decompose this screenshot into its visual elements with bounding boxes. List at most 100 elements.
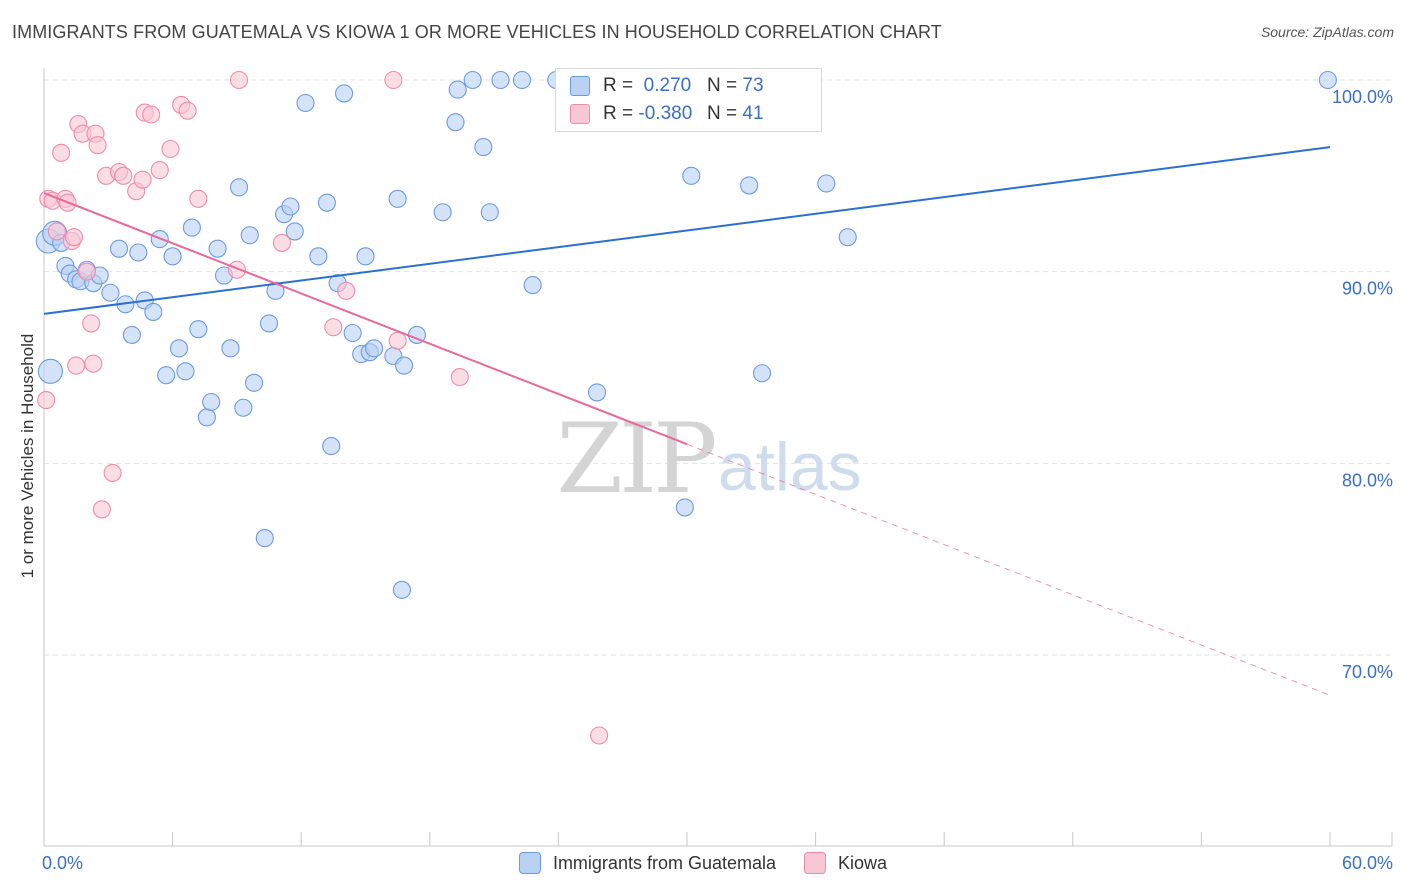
kiowa-point [84, 354, 103, 373]
guatemala-point [229, 178, 249, 197]
guatemala-point [244, 373, 264, 392]
guatemala-point [838, 228, 857, 247]
kiowa-point [114, 166, 133, 185]
x-tick-label: 0.0% [42, 853, 83, 873]
guatemala-point [433, 203, 452, 222]
guatemala-point [317, 193, 336, 212]
chart-title: IMMIGRANTS FROM GUATEMALA VS KIOWA 1 OR … [12, 22, 942, 42]
kiowa-point [161, 139, 180, 159]
guatemala-point [512, 70, 532, 90]
kiowa-point [103, 463, 122, 482]
watermark-atlas: atlas [718, 429, 862, 505]
guatemala-point [752, 364, 772, 383]
guatemala-point [587, 383, 607, 402]
r-value: -0.380 [638, 103, 693, 124]
guatemala-point [157, 366, 176, 385]
guatemala-point [182, 218, 201, 237]
guatemala-point [395, 356, 414, 375]
guatemala-point [322, 437, 341, 456]
guatemala-point [335, 84, 354, 103]
watermark: ZIP atlas [556, 403, 861, 515]
guatemala-point [144, 302, 163, 321]
guatemala-point [463, 70, 482, 90]
kiowa-point [77, 262, 96, 281]
kiowa-point [64, 228, 84, 247]
series-legend: Immigrants from Guatemala Kiowa [0, 852, 1406, 874]
y-tick-label: 80.0% [1342, 470, 1393, 490]
x-tick-label: 60.0% [1342, 853, 1393, 873]
kiowa-point [324, 318, 343, 337]
guatemala-point [296, 93, 315, 113]
guatemala-point [189, 320, 208, 339]
kiowa-point [388, 331, 407, 350]
kiowa-point [189, 189, 208, 208]
guatemala-point [129, 243, 148, 262]
guatemala-point [169, 339, 189, 358]
kiowa-point [178, 101, 197, 120]
guatemala-point [234, 398, 253, 417]
kiowa-point [92, 500, 111, 519]
guatemala-point [474, 138, 493, 157]
guatemala-point [675, 498, 694, 517]
kiowa-point [67, 356, 86, 375]
guatemala-point [740, 176, 759, 195]
kiowa-swatch [804, 852, 827, 874]
pink-swatch [570, 104, 590, 124]
trend-line-kiowa [43, 192, 688, 446]
stats-row-blue: R = 0.270 N = 73 [570, 74, 764, 98]
kiowa-point [590, 726, 609, 745]
points-layer [35, 70, 1337, 745]
guatemala-point [240, 226, 259, 245]
n-label: N = [707, 103, 738, 124]
guatemala-point [266, 281, 285, 300]
y-tick-label: 100.0% [1332, 87, 1393, 107]
legend-item-guatemala[interactable]: Immigrants from Guatemala [518, 852, 777, 874]
y-tick-label: 70.0% [1342, 662, 1393, 682]
stats-legend: R = 0.270 N = 73 R = -0.380 N = 41 [555, 68, 822, 132]
guatemala-point [388, 189, 407, 208]
kiowa-point [227, 260, 246, 279]
kiowa-point [142, 105, 161, 124]
kiowa-point [272, 233, 291, 252]
guatemala-swatch [518, 852, 541, 874]
r-label: R = [603, 103, 634, 124]
trend-line-kiowa-extrapolated [686, 443, 1331, 696]
guatemala-point [1318, 70, 1337, 90]
n-label: N = [707, 75, 738, 96]
kiowa-point [337, 281, 356, 300]
guatemala-point [202, 392, 221, 412]
kiowa-point [47, 222, 66, 241]
guatemala-point [281, 197, 300, 216]
guatemala-point [259, 314, 279, 333]
legend-item-kiowa[interactable]: Kiowa [804, 852, 887, 874]
guatemala-point [255, 529, 274, 548]
chart-source: Source: ZipAtlas.com [1260, 24, 1394, 40]
guatemala-point [163, 247, 182, 266]
stats-row-pink: R = -0.380 N = 41 [570, 102, 764, 126]
blue-swatch [570, 76, 590, 96]
r-label: R = [603, 75, 634, 96]
kiowa-point [450, 368, 469, 387]
guatemala-point [176, 362, 195, 381]
guatemala-point [197, 408, 216, 427]
guatemala-point [523, 276, 542, 295]
y-tick-label: 90.0% [1342, 279, 1393, 299]
guatemala-point [221, 339, 240, 358]
trend-lines [43, 146, 1331, 696]
kiowa-point [384, 70, 403, 90]
guatemala-point [365, 339, 384, 358]
kiowa-point [88, 136, 107, 155]
legend-label-kiowa: Kiowa [838, 852, 888, 873]
guatemala-point [37, 358, 63, 384]
guatemala-point [343, 323, 362, 343]
kiowa-point [37, 391, 56, 410]
guatemala-point [356, 247, 375, 266]
legend-label-guatemala: Immigrants from Guatemala [552, 852, 777, 873]
guatemala-point [101, 283, 120, 302]
r-value: 0.270 [643, 75, 692, 96]
guatemala-point [309, 247, 328, 266]
watermark-zip: ZIP [556, 403, 715, 515]
guatemala-point [448, 80, 467, 99]
tick-labels: 100.0% 90.0% 80.0% 70.0% 0.0% 60.0% [42, 87, 1393, 873]
